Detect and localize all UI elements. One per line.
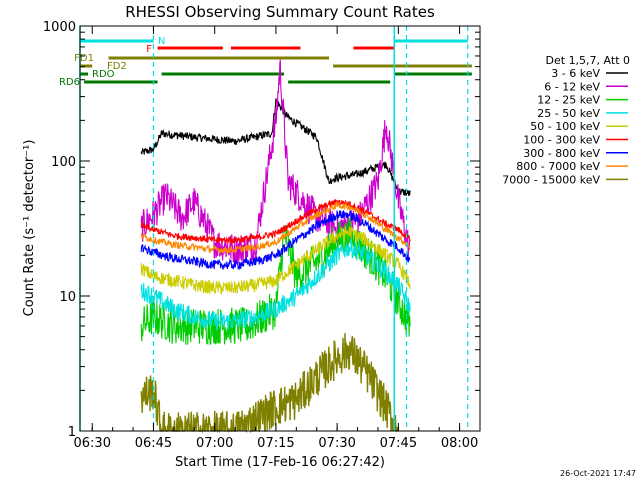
- flag-label: RDO: [92, 69, 115, 80]
- y-tick-label: 100: [51, 155, 76, 170]
- legend-entry: 6 - 12 keV: [544, 80, 600, 93]
- series-line: [140, 200, 411, 254]
- series-line: [140, 238, 411, 331]
- flag-label: N: [158, 36, 165, 47]
- legend-entry: 100 - 300 keV: [523, 134, 600, 147]
- x-axis: 06:30 06:45 07:00 07:15 07:30 07:45 08:00: [74, 26, 481, 451]
- flag-label: FD1: [74, 53, 94, 64]
- x-axis-label: Start Time (17-Feb-16 06:27:42): [175, 455, 385, 470]
- series-line: [140, 210, 411, 271]
- flag-label: RD6: [59, 77, 80, 88]
- x-tick-label: 07:15: [257, 436, 294, 451]
- legend-entry: 800 - 7000 keV: [516, 160, 600, 173]
- x-tick-label: 07:30: [318, 436, 355, 451]
- plot-frame: [79, 25, 481, 432]
- y-tick-label: 10: [59, 290, 76, 305]
- y-tick-label: 1: [68, 425, 76, 440]
- x-tick-label: 07:00: [196, 436, 233, 451]
- x-tick-label: 06:30: [74, 436, 111, 451]
- series-line: [140, 225, 411, 295]
- x-tick-label: 07:45: [380, 436, 417, 451]
- flag-label: FD2: [107, 61, 127, 72]
- series-line: [140, 333, 399, 434]
- series-line: [140, 59, 411, 266]
- series-layer: [140, 59, 411, 434]
- legend-entry: 50 - 100 keV: [530, 120, 600, 133]
- x-tick-label: 06:45: [135, 436, 172, 451]
- series-line: [140, 199, 411, 245]
- legend-entry: 12 - 25 keV: [537, 94, 600, 107]
- x-tick-label: 08:00: [441, 436, 478, 451]
- legend-entry: 7000 - 15000 keV: [502, 173, 600, 186]
- legend-entry: 3 - 6 keV: [551, 67, 600, 80]
- legend-title: Det 1,5,7, Att 0: [546, 54, 630, 67]
- vline-layer: [79, 26, 469, 431]
- timestamp: 26-Oct-2021 17:47: [560, 469, 636, 478]
- legend-entry: 25 - 50 keV: [537, 107, 600, 120]
- series-line: [140, 98, 411, 196]
- flag-label: F: [146, 44, 152, 55]
- y-axis-label: Count Rate (s⁻¹ detector⁻¹): [22, 140, 37, 317]
- y-axis: 1 10 100 1000: [43, 20, 480, 440]
- chart-title: RHESSI Observing Summary Count Rates: [125, 3, 435, 21]
- legend-entry: 300 - 800 keV: [523, 147, 600, 160]
- y-tick-label: 1000: [43, 20, 76, 35]
